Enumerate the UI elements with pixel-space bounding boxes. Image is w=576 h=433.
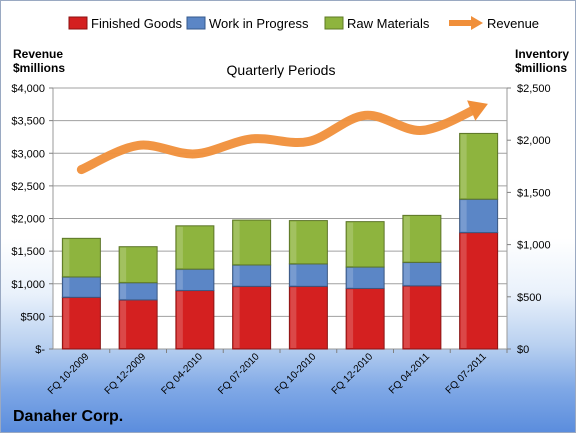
bar-raw-materials [118,246,158,284]
revenue-arrowhead-icon [467,100,488,121]
legend-label-finished-goods: Finished Goods [91,16,183,31]
right-tick-label: $1,500 [517,187,551,199]
x-tick-label: FQ 07-2010 [216,351,262,397]
left-axis-ticks: $- $500 $1,000 $1,500 $2,000 $2,500 $3,000 $3,5… [11,83,53,356]
right-tick-label: $0 [517,344,529,356]
right-tick-label: $500 [517,292,541,304]
revenue-line [76,103,484,175]
bar-highlight [403,286,410,348]
bar-highlight [120,247,127,282]
x-tick-label: FQ 04-2010 [159,351,205,397]
legend-swatch-work-in-progress [186,16,206,30]
bar-highlight [347,268,354,288]
bar-raw-materials [61,237,101,278]
bar-highlight [120,300,127,348]
legend-label-revenue: Revenue [487,16,539,31]
bar-finished-goods [118,299,158,350]
company-label: Danaher Corp. [13,408,123,425]
left-tick-label: $500 [21,311,45,323]
legend-arrow-revenue-icon [471,16,483,30]
right-tick-label: $2,500 [517,83,551,95]
bar-highlight [63,277,70,297]
bar-highlight [403,216,410,262]
bar-highlight [290,264,297,286]
bar-raw-materials [288,220,328,265]
right-axis-ticks: $0 $500 $1,000 $1,500 $2,000 $2,500 [507,83,551,356]
bar-raw-materials [402,214,442,263]
bar-highlight [176,270,183,290]
bar-finished-goods [232,285,272,350]
left-tick-label: $2,000 [11,214,45,226]
x-tick-label: FQ 12-2010 [330,351,376,397]
x-tick-label: FQ 07-2011 [444,351,489,396]
bar-finished-goods [402,285,442,350]
bar-raw-materials [232,219,272,266]
chart-title: Quarterly Periods [227,62,336,78]
bar-work-in-progress [459,198,499,234]
left-axis-title-line2: $millions [13,61,65,75]
legend: Finished Goods Work in Progress Raw Mate… [68,16,539,31]
legend-label-work-in-progress: Work in Progress [209,16,309,31]
right-tick-label: $1,000 [517,240,551,252]
bar-finished-goods [61,296,101,350]
bar-highlight [63,239,70,276]
bar-raw-materials [345,221,385,268]
x-tick-label: FQ 12-2009 [103,351,149,397]
bar-highlight [460,200,467,232]
left-tick-label: $3,000 [11,148,45,160]
legend-swatch-finished-goods [68,16,88,30]
bar-highlight [290,221,297,263]
bar-highlight [176,291,183,348]
x-tick-label: FQ 10-2010 [273,351,319,397]
left-tick-label: $4,000 [11,83,45,95]
bar-raw-materials [175,225,215,270]
x-axis-ticks: FQ 10-2009 FQ 12-2009 FQ 04-2010 FQ 07-2010… [46,349,508,397]
bar-highlight [63,298,70,348]
bar-stacks [61,132,499,350]
x-tick-label: FQ 04-2011 [387,351,432,396]
right-tick-label: $2,000 [517,135,551,147]
bar-finished-goods [345,287,385,350]
left-tick-label: $3,500 [11,116,45,128]
bar-finished-goods [459,232,499,350]
bar-highlight [460,134,467,199]
revenue-line-group [76,100,488,175]
left-tick-label: $- [35,344,45,356]
bar-highlight [460,233,467,348]
bar-highlight [290,287,297,348]
legend-swatch-raw-materials [324,16,344,30]
left-axis-title-line1: Revenue [13,47,63,61]
bar-highlight [120,283,127,299]
bar-highlight [176,226,183,269]
left-tick-label: $1,500 [11,246,45,258]
bar-highlight [403,263,410,285]
bar-highlight [233,265,240,286]
bar-highlight [347,222,354,267]
x-tick-label: FQ 10-2009 [46,351,92,397]
left-tick-label: $2,500 [11,181,45,193]
bar-raw-materials [459,132,499,200]
bar-highlight [233,287,240,348]
right-axis-title-line2: $millions [515,61,567,75]
bar-highlight [347,289,354,348]
right-axis-title-line1: Inventory [515,47,569,61]
bar-finished-goods [288,285,328,350]
bar-finished-goods [175,290,215,350]
legend-label-raw-materials: Raw Materials [347,16,430,31]
bar-highlight [233,221,240,264]
left-tick-label: $1,000 [11,279,45,291]
